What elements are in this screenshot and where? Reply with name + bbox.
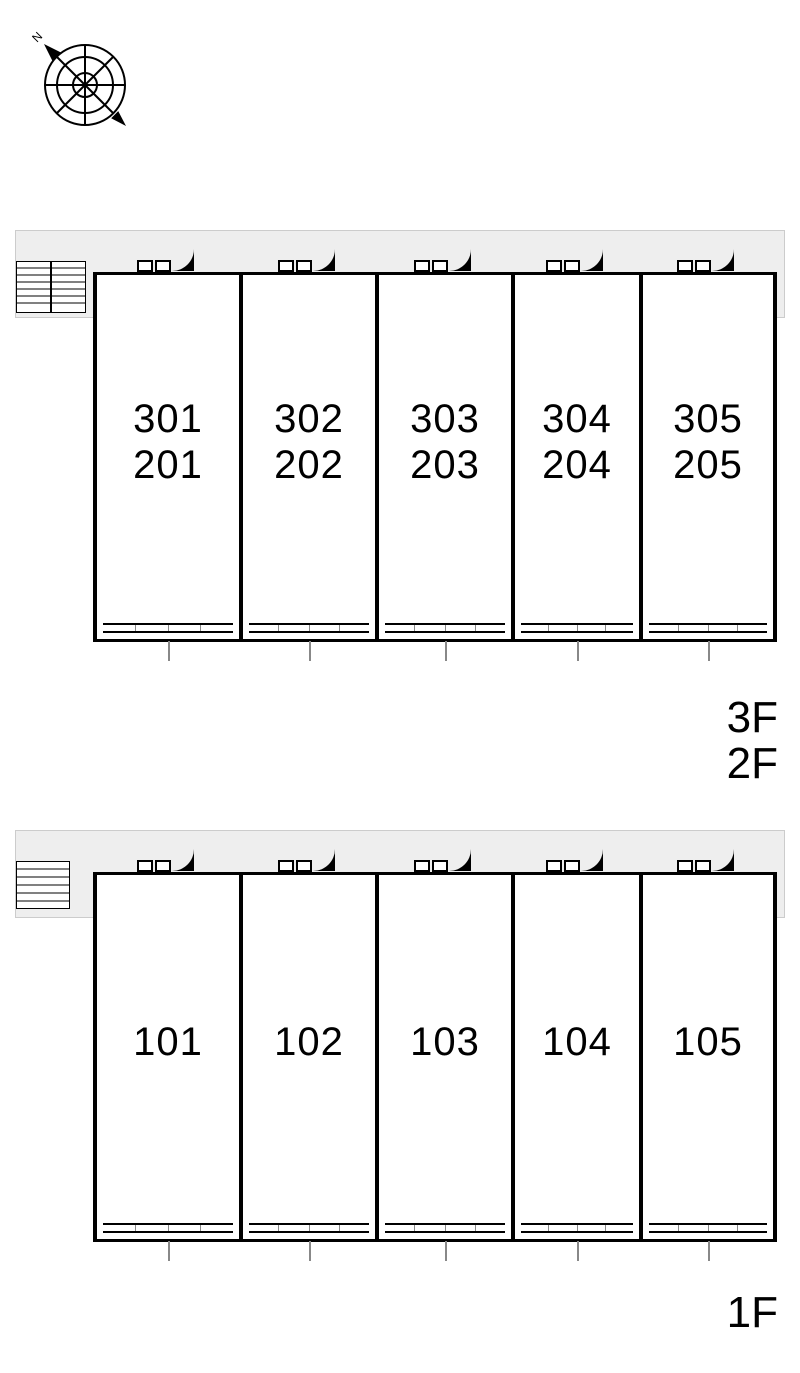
window-icon bbox=[385, 623, 505, 633]
floor-label-upper: 3F 2F bbox=[727, 695, 778, 787]
units-row-lower: 101 102 103 104 105 bbox=[93, 872, 785, 1242]
unit-label: 205 bbox=[673, 442, 743, 488]
unit: 105 bbox=[641, 872, 777, 1242]
door-icon bbox=[676, 239, 740, 278]
door-icon bbox=[545, 239, 609, 278]
unit: 303 203 bbox=[377, 272, 513, 642]
unit-label: 105 bbox=[673, 1019, 743, 1065]
unit-label: 204 bbox=[542, 442, 612, 488]
units-row-upper: 301 201 302 202 303 203 bbox=[93, 272, 785, 642]
unit-label: 104 bbox=[542, 1019, 612, 1065]
unit: 102 bbox=[241, 872, 377, 1242]
unit: 305 205 bbox=[641, 272, 777, 642]
door-icon bbox=[136, 239, 200, 278]
window-icon bbox=[249, 623, 369, 633]
door-icon bbox=[136, 839, 200, 878]
door-icon bbox=[277, 239, 341, 278]
floor-label-line: 3F bbox=[727, 695, 778, 741]
unit-label: 102 bbox=[274, 1019, 344, 1065]
window-icon bbox=[385, 1223, 505, 1233]
door-icon bbox=[413, 839, 477, 878]
door-icon bbox=[676, 839, 740, 878]
floor-label-lower: 1F bbox=[727, 1290, 778, 1336]
unit-label: 305 bbox=[673, 396, 743, 442]
unit-label: 101 bbox=[133, 1019, 203, 1065]
unit-label: 301 bbox=[133, 396, 203, 442]
unit: 302 202 bbox=[241, 272, 377, 642]
unit-label: 201 bbox=[133, 442, 203, 488]
door-icon bbox=[413, 239, 477, 278]
unit-label: 203 bbox=[410, 442, 480, 488]
floor-label-line: 2F bbox=[727, 741, 778, 787]
unit-label: 202 bbox=[274, 442, 344, 488]
unit: 101 bbox=[93, 872, 241, 1242]
window-icon bbox=[649, 1223, 767, 1233]
unit-label: 302 bbox=[274, 396, 344, 442]
unit: 301 201 bbox=[93, 272, 241, 642]
compass-icon: N bbox=[30, 20, 140, 145]
window-icon bbox=[249, 1223, 369, 1233]
window-icon bbox=[521, 623, 633, 633]
unit: 304 204 bbox=[513, 272, 641, 642]
unit: 103 bbox=[377, 872, 513, 1242]
floor-block-upper: 301 201 302 202 303 203 bbox=[15, 230, 785, 642]
window-icon bbox=[103, 1223, 233, 1233]
unit-label: 303 bbox=[410, 396, 480, 442]
unit-label: 304 bbox=[542, 396, 612, 442]
floor-block-lower: 101 102 103 104 105 bbox=[15, 830, 785, 1242]
svg-text:N: N bbox=[30, 29, 45, 45]
window-icon bbox=[649, 623, 767, 633]
door-icon bbox=[277, 839, 341, 878]
floor-label-line: 1F bbox=[727, 1290, 778, 1336]
stairs-icon bbox=[16, 861, 70, 914]
unit-label: 103 bbox=[410, 1019, 480, 1065]
window-icon bbox=[103, 623, 233, 633]
stairs-icon bbox=[16, 261, 86, 318]
window-icon bbox=[521, 1223, 633, 1233]
door-icon bbox=[545, 839, 609, 878]
unit: 104 bbox=[513, 872, 641, 1242]
